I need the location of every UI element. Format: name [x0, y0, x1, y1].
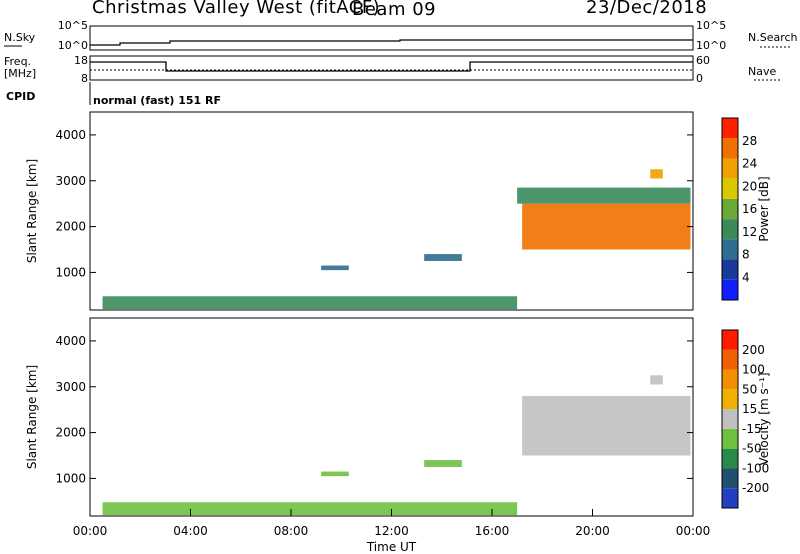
colorbar-segment	[722, 219, 738, 240]
colorbar-tick-label: 200	[742, 343, 765, 357]
colorbar-segment	[722, 138, 738, 159]
station-title: Christmas Valley West (fitACF)	[92, 0, 381, 18]
power-region-4	[102, 296, 518, 310]
colorbar-tick-label: -15	[742, 422, 762, 436]
y-axis-label: Slant Range [km]	[25, 365, 39, 469]
noise-tick-bottom: 10^0	[58, 39, 88, 52]
colorbar-tick-label: 50	[742, 382, 757, 396]
power-region-0	[522, 203, 691, 250]
freq-unit-label: [MHz]	[4, 67, 37, 80]
noise-tick-top: 10^5	[58, 19, 88, 32]
colorbar-tick-label: -100	[742, 461, 769, 475]
velocity-region-4	[650, 375, 663, 385]
colorbar-tick-label: 20	[742, 179, 757, 193]
beam-label: Beam 09	[352, 0, 437, 20]
y-tick-label: 4000	[55, 334, 86, 348]
colorbar-tick-label: 15	[742, 402, 757, 416]
colorbar-segment	[722, 389, 738, 410]
y-tick-label: 3000	[55, 174, 86, 188]
x-tick-label: 08:00	[274, 524, 309, 538]
cpid-label: CPID	[6, 90, 36, 103]
colorbar-tick-label: 100	[742, 363, 765, 377]
colorbar-segment	[722, 488, 738, 508]
colorbar-segment	[722, 279, 738, 300]
x-tick-label: 12:00	[374, 524, 409, 538]
colorbar-segment	[722, 198, 738, 220]
x-tick-label: 20:00	[575, 524, 610, 538]
colorbar-tick-label: 16	[742, 202, 757, 216]
y-tick-label: 3000	[55, 380, 86, 394]
colorbar-segment	[722, 259, 738, 280]
colorbar-tick-label: 28	[742, 134, 757, 148]
x-tick-label: 04:00	[173, 524, 208, 538]
colorbar-segment	[722, 349, 738, 370]
freq-tick-top: 18	[74, 54, 88, 67]
colorbar-tick-label: -50	[742, 442, 762, 456]
x-tick-label: 16:00	[475, 524, 510, 538]
y-tick-label: 1000	[55, 471, 86, 485]
colorbar-tick-label: 24	[742, 157, 757, 171]
colorbar-segment	[722, 468, 738, 489]
velocity-region-2	[424, 460, 462, 467]
cpid-value: normal (fast) 151 RF	[93, 94, 221, 107]
y-tick-label: 2000	[55, 220, 86, 234]
x-tick-label: 00:00	[676, 524, 711, 538]
colorbar-label: Velocity [m s⁻¹]	[757, 372, 771, 465]
colorbar-segment	[722, 330, 738, 350]
freq-tick-bottom: 8	[81, 72, 88, 85]
velocity-region-0	[522, 395, 691, 456]
y-tick-label: 2000	[55, 426, 86, 440]
x-axis-label: Time UT	[366, 540, 417, 554]
colorbar-tick-label: 4	[742, 270, 750, 284]
freq-label: Freq.	[4, 55, 32, 68]
noise-tick-bottom-right: 10^0	[696, 39, 726, 52]
freq-panel-frame	[89, 55, 694, 81]
y-tick-label: 4000	[55, 128, 86, 142]
nave-tick-bottom: 0	[696, 72, 703, 85]
colorbar-segment	[722, 239, 738, 260]
noise-sky-label: N.Sky	[4, 31, 36, 44]
colorbar-segment	[722, 448, 738, 469]
colorbar-tick-label: 12	[742, 225, 757, 239]
colorbar-segment	[722, 178, 738, 199]
colorbar-segment	[722, 118, 738, 139]
y-axis-label: Slant Range [km]	[25, 159, 39, 263]
colorbar-segment	[722, 369, 738, 390]
noise-search-label: N.Search	[748, 31, 798, 44]
colorbar-frame	[721, 117, 739, 301]
power-region-5	[650, 169, 663, 179]
velocity-region-1	[321, 471, 349, 477]
colorbar-segment	[722, 409, 738, 429]
colorbar-tick-label: 8	[742, 248, 750, 262]
colorbar-segment	[722, 158, 738, 179]
freq-trace	[90, 61, 693, 72]
noise-panel-frame	[89, 25, 694, 51]
nave-label: Nave	[748, 65, 777, 78]
y-tick-label: 1000	[55, 265, 86, 279]
noise-tick-top-right: 10^5	[696, 19, 726, 32]
colorbar-segment	[722, 428, 738, 449]
colorbar-label: Power [dB]	[757, 176, 771, 241]
colorbar-frame	[721, 329, 739, 509]
nave-tick-top: 60	[696, 54, 710, 67]
colorbar-tick-label: -200	[742, 481, 769, 495]
power-region-2	[321, 265, 349, 271]
plots-layer: 1000 2000 3000 4000 Slant Range [km] 4 8 12 16 20…	[25, 111, 771, 554]
x-tick-label: 00:00	[73, 524, 108, 538]
power-region-3	[424, 254, 462, 261]
date-label: 23/Dec/2018	[586, 0, 708, 18]
noise-trace	[90, 39, 693, 46]
power-region-1	[517, 187, 691, 204]
velocity-region-3	[102, 502, 518, 516]
